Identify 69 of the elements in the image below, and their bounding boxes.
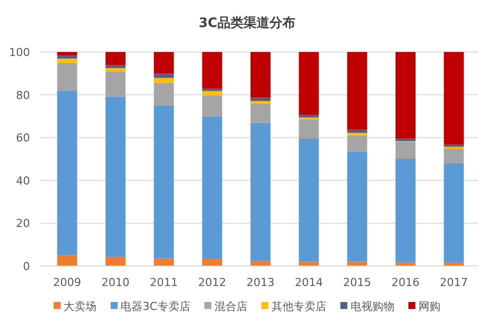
bar <box>298 138 319 262</box>
bar <box>298 119 319 138</box>
chart-title: 3C品类渠道分布 <box>198 15 296 31</box>
bar <box>106 68 126 72</box>
legend-label: 电器3C专卖店 <box>120 300 190 313</box>
bar <box>106 52 126 66</box>
bar <box>106 256 126 266</box>
x-tick-label: 2015 <box>343 276 372 289</box>
x-tick-label: 2009 <box>53 276 82 289</box>
legend-label: 混合店 <box>214 300 248 313</box>
bar <box>444 144 464 147</box>
x-tick-label: 2013 <box>246 276 274 289</box>
bar <box>298 262 319 266</box>
bar <box>396 158 416 262</box>
bar <box>154 78 174 84</box>
y-tick-label: 40 <box>16 174 30 188</box>
bar <box>106 96 126 257</box>
y-tick-label: 0 <box>23 260 30 273</box>
x-tick-label: 2017 <box>440 276 468 289</box>
bar <box>250 122 270 262</box>
bar <box>396 138 416 142</box>
bar <box>202 258 222 266</box>
bar <box>154 258 174 266</box>
bar <box>250 261 270 266</box>
bar <box>347 152 368 262</box>
x-tick-label: 2010 <box>102 276 130 289</box>
bar <box>250 104 270 123</box>
bar <box>154 52 174 74</box>
y-tick-label: 20 <box>16 217 30 230</box>
x-tick-label: 2014 <box>294 276 323 289</box>
bar <box>347 262 368 266</box>
bar <box>250 98 270 102</box>
bar <box>57 52 78 56</box>
bar <box>444 148 464 164</box>
bar <box>106 71 126 97</box>
x-tick-label: 2016 <box>392 276 420 289</box>
legend-label: 电视购物 <box>350 300 394 313</box>
bar <box>202 116 222 259</box>
bar <box>154 83 174 106</box>
bar <box>154 105 174 258</box>
bar <box>57 58 78 63</box>
legend-label: 其他专卖店 <box>271 300 326 313</box>
x-tick-label: 2012 <box>198 276 226 289</box>
bar <box>57 55 78 59</box>
bar <box>202 90 222 96</box>
bar <box>396 142 416 159</box>
bar <box>250 52 270 98</box>
x-tick-label: 2011 <box>150 276 178 289</box>
bar <box>57 62 78 91</box>
bar <box>444 163 464 262</box>
bar <box>202 52 222 89</box>
legend-label: 网购 <box>418 300 440 313</box>
y-tick-label: 100 <box>9 46 30 59</box>
bar <box>57 255 78 266</box>
bar <box>444 52 464 144</box>
bar <box>154 74 174 78</box>
bar <box>347 52 368 130</box>
bar <box>106 65 126 68</box>
y-tick-label: 80 <box>16 88 30 102</box>
bar <box>57 90 78 256</box>
bar <box>347 135 368 152</box>
y-tick-label: 60 <box>16 132 30 145</box>
bar <box>298 52 319 115</box>
legend-label: 大卖场 <box>64 300 97 313</box>
bar <box>347 129 368 133</box>
bar <box>396 52 416 138</box>
bar <box>202 95 222 116</box>
bar <box>298 114 319 118</box>
bar <box>250 101 270 104</box>
